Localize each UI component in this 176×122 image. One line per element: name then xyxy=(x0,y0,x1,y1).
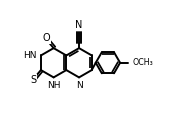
Text: N: N xyxy=(75,20,83,30)
Text: N: N xyxy=(76,81,83,90)
Text: S: S xyxy=(30,75,37,85)
Text: NH: NH xyxy=(47,81,61,90)
Text: HN: HN xyxy=(23,51,36,60)
Text: OCH₃: OCH₃ xyxy=(132,58,153,67)
Text: O: O xyxy=(42,33,50,43)
